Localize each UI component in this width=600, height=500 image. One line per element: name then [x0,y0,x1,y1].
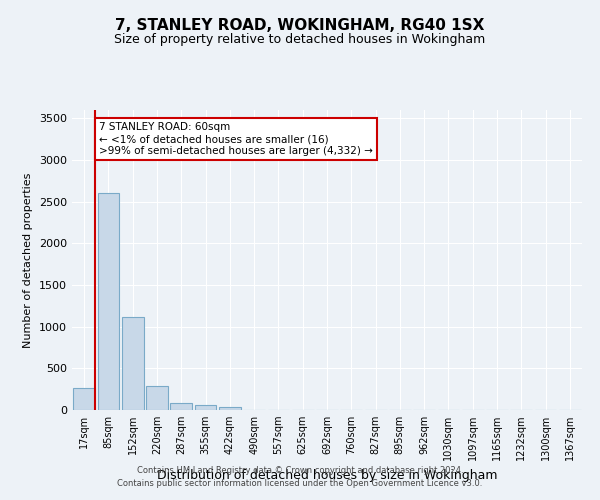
Bar [219,406,241,410]
Bar [146,386,168,410]
Bar [122,316,143,410]
X-axis label: Distribution of detached houses by size in Wokingham: Distribution of detached houses by size … [157,468,497,481]
Bar [73,388,95,410]
Text: 7 STANLEY ROAD: 60sqm
← <1% of detached houses are smaller (16)
>99% of semi-det: 7 STANLEY ROAD: 60sqm ← <1% of detached … [99,122,373,156]
Text: 7, STANLEY ROAD, WOKINGHAM, RG40 1SX: 7, STANLEY ROAD, WOKINGHAM, RG40 1SX [115,18,485,32]
Bar [194,405,217,410]
Text: Size of property relative to detached houses in Wokingham: Size of property relative to detached ho… [115,32,485,46]
Bar [97,194,119,410]
Text: Contains HM Land Registry data © Crown copyright and database right 2024.
Contai: Contains HM Land Registry data © Crown c… [118,466,482,487]
Y-axis label: Number of detached properties: Number of detached properties [23,172,34,348]
Bar [170,402,192,410]
